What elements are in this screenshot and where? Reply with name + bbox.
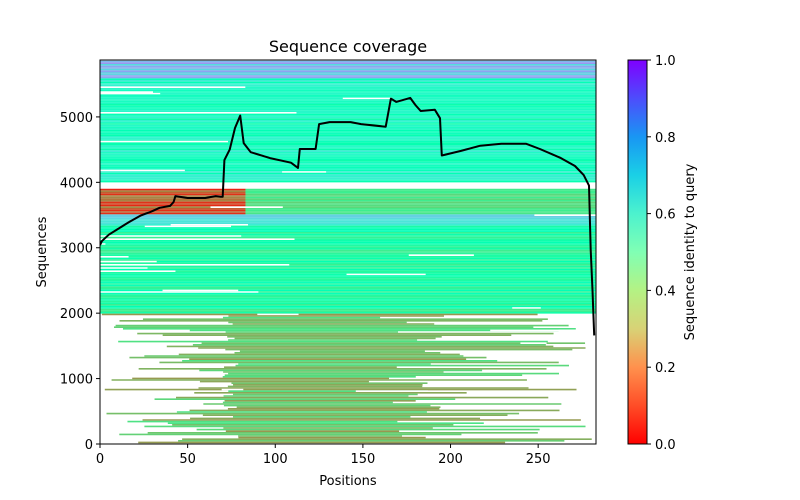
plot-frame (99, 59, 597, 445)
y-tick-label: 1000 (60, 373, 93, 388)
y-tick-label: 3000 (60, 242, 93, 257)
y-tick-label: 4000 (60, 176, 93, 191)
x-tick-label: 100 (263, 452, 288, 467)
x-tick-label: 200 (438, 452, 463, 467)
x-tick-label: 250 (526, 452, 551, 467)
alignment-rows (100, 60, 596, 444)
x-axis: 0 50 100 150 200 250 (96, 444, 551, 467)
colorbar-tick-label: 0.8 (655, 131, 676, 146)
y-tick-label: 5000 (60, 111, 93, 126)
colorbar-tick-label: 0.2 (655, 361, 676, 376)
y-axis: 0 1000 2000 3000 4000 5000 (60, 111, 100, 453)
colorbar (627, 59, 648, 445)
colorbar-axis: 0.0 0.2 0.4 0.6 0.8 1.0 (647, 54, 676, 453)
x-tick-label: 0 (96, 452, 104, 467)
y-tick-label: 0 (85, 438, 93, 453)
y-axis-label: Sequences (35, 216, 50, 287)
coverage-line (100, 96, 596, 336)
colorbar-tick-label: 0.0 (655, 438, 676, 453)
colorbar-tick-label: 0.6 (655, 208, 676, 223)
colorbar-label: Sequence identity to query (683, 163, 698, 340)
y-tick-label: 2000 (60, 307, 93, 322)
x-tick-label: 50 (179, 452, 196, 467)
x-tick-label: 150 (350, 452, 375, 467)
chart-title: Sequence coverage (269, 37, 427, 56)
x-axis-label: Positions (319, 474, 377, 489)
colorbar-tick-label: 0.4 (655, 284, 676, 299)
colorbar-tick-label: 1.0 (655, 54, 676, 69)
